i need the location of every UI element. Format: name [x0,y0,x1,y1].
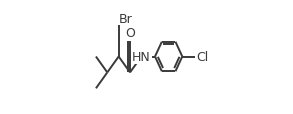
Text: O: O [125,27,135,40]
Text: HN: HN [132,51,151,63]
Text: Cl: Cl [196,51,208,63]
Text: Br: Br [119,13,132,25]
